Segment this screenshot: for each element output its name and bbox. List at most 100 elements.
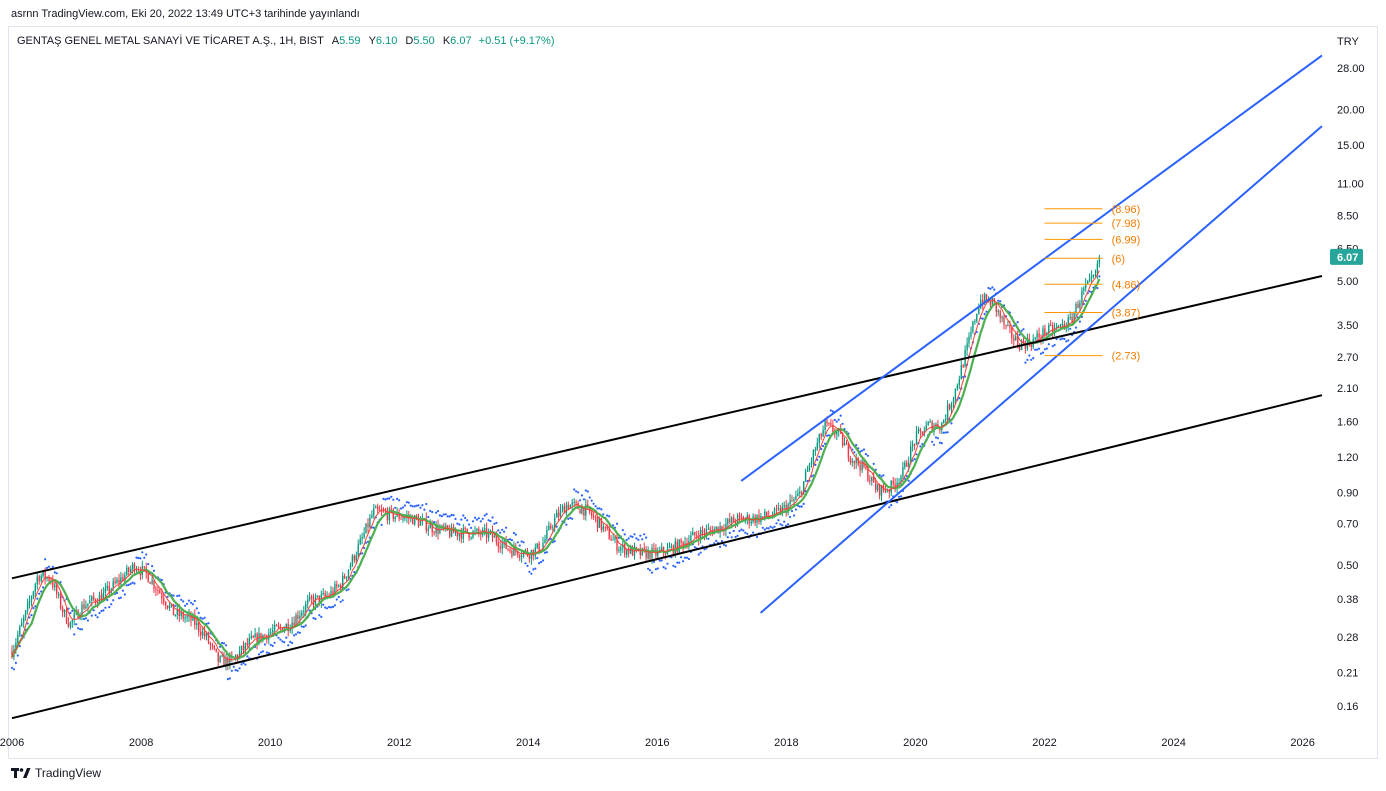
sar-dot xyxy=(197,611,200,615)
candle-body xyxy=(750,521,752,524)
candle-body xyxy=(380,510,383,512)
candle-body xyxy=(207,634,210,644)
sar-dot xyxy=(405,501,408,504)
candle-body xyxy=(1048,325,1050,333)
sar-dot xyxy=(594,505,597,508)
candle-body xyxy=(203,631,206,637)
candle-body xyxy=(118,579,120,583)
sar-dot xyxy=(775,522,778,525)
candle-body xyxy=(585,504,587,516)
sar-dot xyxy=(682,560,685,563)
candle-body xyxy=(962,365,964,367)
candle-body xyxy=(166,605,169,608)
sar-dot xyxy=(261,650,264,653)
sar-dot xyxy=(283,641,286,644)
candle-body xyxy=(1034,337,1036,339)
candle-body xyxy=(373,508,375,516)
sar-dot xyxy=(221,641,224,645)
sar-dot xyxy=(100,609,103,613)
sar-dot xyxy=(1043,348,1046,351)
sar-dot xyxy=(586,490,589,493)
candle-body xyxy=(698,536,700,540)
candle-body xyxy=(1001,317,1003,319)
price-tick-label: 3.50 xyxy=(1337,320,1358,332)
candle-body xyxy=(910,446,912,463)
sar-dot xyxy=(896,501,899,504)
sar-dot xyxy=(1053,343,1056,347)
candle-body xyxy=(56,584,58,595)
candle-body xyxy=(569,504,571,509)
candle-body xyxy=(591,512,593,517)
sar-dot xyxy=(687,557,691,561)
candle-body xyxy=(281,627,284,632)
candle-body xyxy=(806,469,809,472)
sar-dot xyxy=(503,530,506,533)
candle-body xyxy=(431,524,433,533)
candle-body xyxy=(624,544,626,555)
sar-dot xyxy=(281,640,284,643)
price-tick-label: 5.00 xyxy=(1337,276,1358,288)
candle-body xyxy=(289,629,291,631)
candle-body xyxy=(1050,325,1052,326)
sar-dot xyxy=(658,559,661,562)
tradingview-brand[interactable]: TradingView xyxy=(11,766,101,780)
candle-body xyxy=(651,548,653,559)
candle-body xyxy=(279,626,282,628)
time-tick-label: 2020 xyxy=(903,737,927,749)
high-value: 6.10 xyxy=(375,35,398,47)
sar-dot xyxy=(1055,337,1058,341)
sar-dot xyxy=(872,462,875,465)
sar-dot xyxy=(676,561,679,564)
candle-body xyxy=(816,442,818,450)
candle-body xyxy=(163,598,165,603)
candle-body xyxy=(904,462,906,468)
candle-body xyxy=(822,429,824,437)
candle-body xyxy=(449,530,451,537)
sar-dot xyxy=(728,531,731,535)
candle-body xyxy=(733,517,735,522)
candle-body xyxy=(952,399,955,405)
candle-body xyxy=(853,460,855,464)
candle-body xyxy=(386,512,389,521)
candle-body xyxy=(921,431,924,435)
change-value: +0.51 (+9.17%) xyxy=(478,35,555,47)
candle-body xyxy=(238,651,241,658)
candle-body xyxy=(153,580,155,589)
candle-body xyxy=(250,636,252,639)
time-tick-label: 2022 xyxy=(1032,737,1056,749)
sar-dot xyxy=(230,669,233,672)
sar-dot xyxy=(874,468,877,471)
candle-body xyxy=(838,429,840,432)
time-tick-label: 2016 xyxy=(645,737,669,749)
candle-body xyxy=(966,343,968,350)
candle-body xyxy=(789,500,791,505)
sar-dot xyxy=(384,498,387,501)
sar-dot xyxy=(981,317,984,320)
black-channel-line-0 xyxy=(11,275,1323,580)
candle-body xyxy=(112,581,114,590)
sar-dot xyxy=(1038,347,1041,350)
candle-body xyxy=(260,633,262,641)
candle-body xyxy=(661,547,663,551)
candle-body xyxy=(402,518,404,520)
candle-body xyxy=(701,530,704,533)
sar-dot xyxy=(1063,337,1066,341)
sar-dot xyxy=(767,527,770,530)
sar-dot xyxy=(178,594,181,597)
sar-dot xyxy=(888,506,891,509)
sar-dot xyxy=(540,560,543,564)
candle-body xyxy=(58,594,60,596)
candle-body xyxy=(277,626,280,628)
sar-dot xyxy=(464,516,467,520)
sar-dot xyxy=(997,299,1000,302)
sar-dot xyxy=(493,522,496,525)
candle-body xyxy=(692,532,694,536)
candle-body xyxy=(303,611,305,613)
candle-body xyxy=(980,299,982,308)
candle-body xyxy=(36,576,38,585)
candle-body xyxy=(799,491,801,494)
candle-body xyxy=(83,604,85,609)
sar-dot xyxy=(193,599,196,603)
candle-body xyxy=(1011,327,1013,339)
